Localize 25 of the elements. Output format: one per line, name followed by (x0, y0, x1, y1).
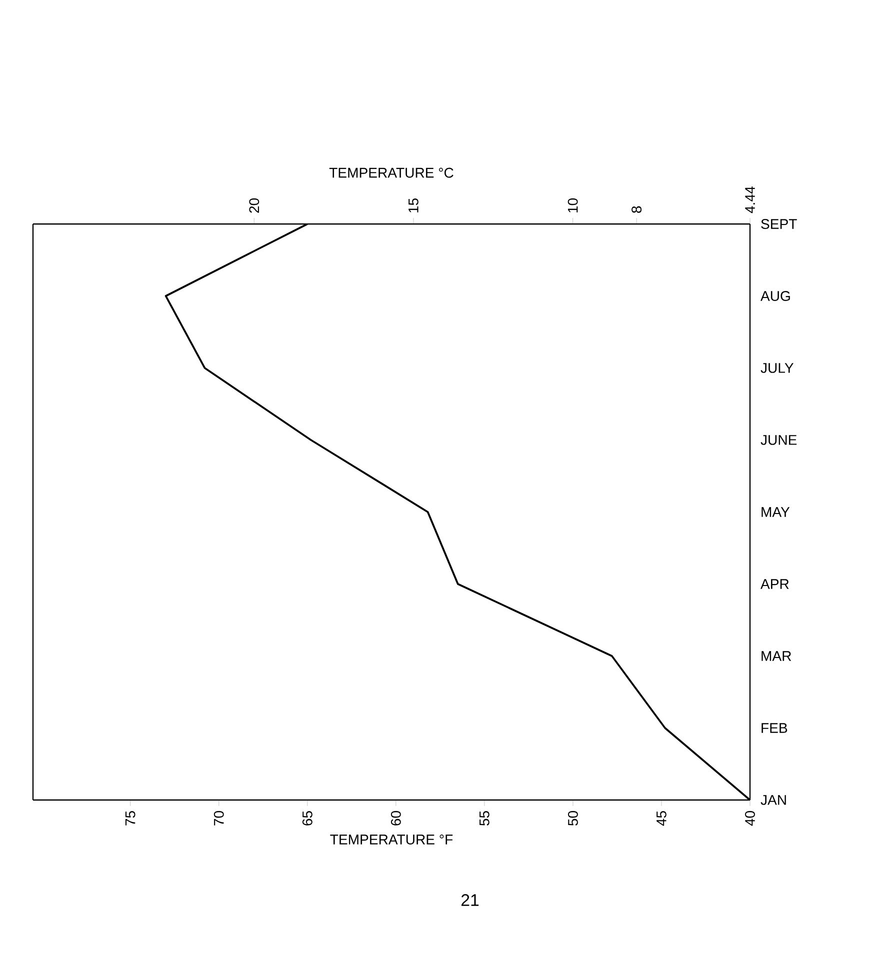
y-tick-label: FEB (762, 723, 788, 733)
y-tick-label: MAR (762, 651, 792, 661)
x2-tick-label: 8 (632, 206, 642, 213)
x2-tick-label: 20 (249, 198, 260, 213)
y-tick-label: AUG (760, 291, 790, 301)
x2-tick-label: 10 (568, 198, 578, 212)
x2-tick-label: 15 (408, 198, 418, 212)
y-tick-label: APR (760, 579, 789, 589)
y-tick-label: SEPT (761, 219, 797, 229)
x-tick-label: 70 (214, 811, 224, 826)
x2-axis-title: TEMPERATURE °C (329, 168, 454, 178)
y-tick-label: JUNE (760, 435, 797, 445)
x-tick-label: 50 (568, 811, 578, 826)
x-tick-label: 40 (745, 811, 755, 826)
text: 21 (461, 894, 479, 906)
x-tick-label: 65 (302, 811, 312, 826)
x-tick-label: 55 (480, 811, 490, 826)
x2-tick-label: 4.44 (745, 186, 755, 214)
x-tick-label: 75 (125, 811, 136, 826)
y-tick-label: JULY (760, 363, 794, 373)
y-tick-label: JAN (760, 795, 786, 805)
x-tick-label: 60 (390, 811, 401, 826)
y-tick-label: MAY (762, 507, 790, 517)
x-tick-label: 45 (656, 811, 666, 826)
x-axis-title: TEMPERATURE °F (330, 834, 453, 844)
